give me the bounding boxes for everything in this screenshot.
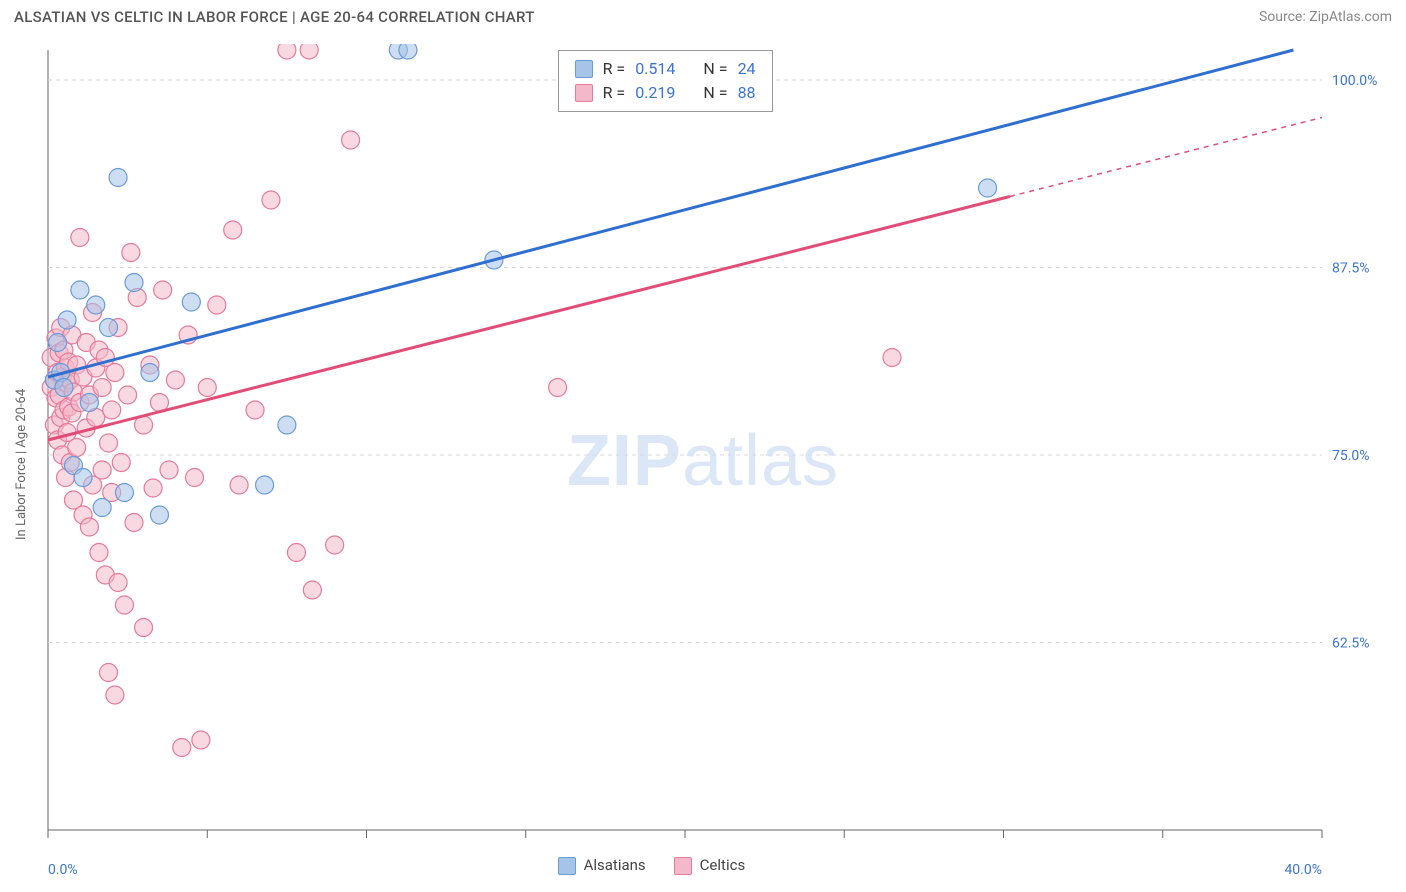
celtics-point (883, 349, 901, 367)
alsatians-point (93, 499, 111, 517)
celtics-point (198, 379, 216, 397)
celtics-point (300, 44, 318, 59)
chart-area: 62.5%75.0%87.5%100.0%0.0%40.0% ZIPatlas … (14, 44, 1392, 878)
celtics-point (122, 244, 140, 262)
alsatians-point (100, 319, 118, 337)
celtics-point (224, 221, 242, 239)
celtics-point (100, 434, 118, 452)
celtics-point (106, 364, 124, 382)
celtics-point (303, 581, 321, 599)
alsatians-r-value: 0.514 (635, 57, 675, 81)
alsatians-point (80, 394, 98, 412)
celtics-legend-item: Celtics (674, 856, 746, 875)
alsatians-legend-item: Alsatians (558, 856, 646, 875)
n-label: N = (703, 81, 727, 105)
correlation-legend: R = 0.514 N = 24 R = 0.219 N = 88 (558, 50, 773, 112)
alsatians-stats-row: R = 0.514 N = 24 (575, 57, 756, 81)
celtics-point (287, 544, 305, 562)
alsatians-point (58, 311, 76, 329)
alsatians-point (49, 334, 67, 352)
celtics-point (154, 281, 172, 299)
celtics-point (68, 439, 86, 457)
celtics-point (192, 731, 210, 749)
svg-text:40.0%: 40.0% (1284, 862, 1322, 878)
celtics-stats-row: R = 0.219 N = 88 (575, 81, 756, 105)
alsatians-point (109, 169, 127, 187)
celtics-trendline-extrapolated (1010, 118, 1322, 197)
chart-source: Source: ZipAtlas.com (1259, 9, 1392, 25)
celtics-point (93, 379, 111, 397)
celtics-point (549, 379, 567, 397)
svg-text:87.5%: 87.5% (1332, 261, 1370, 277)
celtics-point (208, 296, 226, 314)
alsatians-point (182, 293, 200, 311)
svg-text:100.0%: 100.0% (1332, 73, 1377, 89)
celtics-point (166, 371, 184, 389)
svg-text:0.0%: 0.0% (48, 862, 78, 878)
svg-text:75.0%: 75.0% (1332, 448, 1370, 464)
alsatians-point (278, 416, 296, 434)
celtics-point (326, 536, 344, 554)
alsatians-point (55, 379, 73, 397)
alsatians-point (256, 476, 274, 494)
celtics-point (144, 479, 162, 497)
alsatians-point (71, 281, 89, 299)
celtics-point (125, 514, 143, 532)
series-legend: Alsatians Celtics (558, 856, 746, 875)
alsatians-n-value: 24 (738, 57, 756, 81)
celtics-swatch (575, 84, 593, 102)
r-label: R = (603, 81, 626, 105)
celtics-point (103, 401, 121, 419)
celtics-point (186, 469, 204, 487)
celtics-point (93, 461, 111, 479)
alsatians-point (141, 364, 159, 382)
celtics-legend-label: Celtics (700, 856, 746, 874)
alsatians-point (115, 484, 133, 502)
celtics-point (246, 401, 264, 419)
celtics-point (160, 461, 178, 479)
alsatians-swatch (575, 60, 593, 78)
celtics-r-value: 0.219 (635, 81, 675, 105)
celtics-point (135, 619, 153, 637)
celtics-point (100, 664, 118, 682)
celtics-point (278, 44, 296, 59)
alsatians-point (150, 506, 168, 524)
alsatians-legend-swatch (558, 857, 576, 875)
alsatians-point (125, 274, 143, 292)
celtics-point (230, 476, 248, 494)
celtics-point (173, 739, 191, 757)
celtics-n-value: 88 (738, 81, 756, 105)
celtics-point (109, 574, 127, 592)
alsatians-point (74, 469, 92, 487)
celtics-point (90, 544, 108, 562)
celtics-point (262, 191, 280, 209)
scatter-chart: 62.5% 75.0% 87.5% 100.0% 0.0% 40.0% (14, 44, 1392, 878)
celtics-legend-swatch (674, 857, 692, 875)
celtics-trendline (48, 197, 1010, 440)
n-label: N = (703, 57, 727, 81)
celtics-point (80, 518, 98, 536)
svg-text:62.5%: 62.5% (1332, 636, 1370, 652)
chart-title: ALSATIAN VS CELTIC IN LABOR FORCE | AGE … (14, 8, 535, 26)
celtics-point (112, 454, 130, 472)
celtics-point (106, 686, 124, 704)
r-label: R = (603, 57, 626, 81)
celtics-point (71, 229, 89, 247)
celtics-point (115, 596, 133, 614)
celtics-point (119, 386, 137, 404)
alsatians-point (399, 44, 417, 59)
alsatians-point (87, 296, 105, 314)
celtics-point (342, 131, 360, 149)
alsatians-legend-label: Alsatians (584, 856, 646, 874)
alsatians-point (979, 179, 997, 197)
